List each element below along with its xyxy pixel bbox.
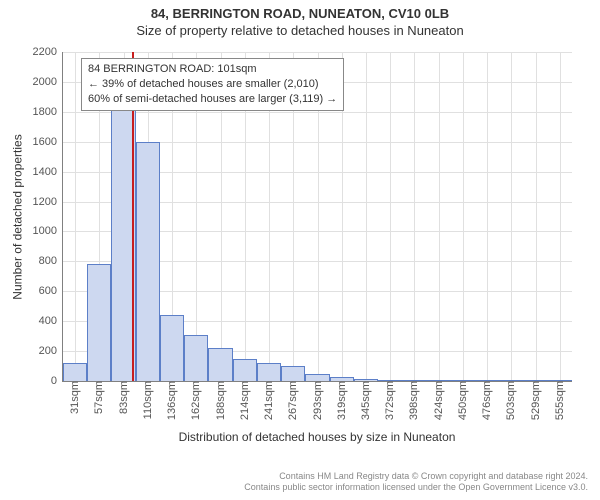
x-tick-label: 476sqm — [481, 381, 493, 420]
x-gridline — [487, 52, 488, 381]
annotation-line-3: 60% of semi-detached houses are larger (… — [88, 92, 337, 107]
x-tick-label: 214sqm — [239, 381, 251, 420]
histogram-bar — [305, 374, 329, 381]
x-tick-label: 241sqm — [263, 381, 275, 420]
histogram-bar — [330, 377, 354, 381]
x-tick-label: 162sqm — [190, 381, 202, 420]
histogram-chart: 84, BERRINGTON ROAD, NUNEATON, CV10 0LB … — [0, 0, 600, 500]
x-gridline — [414, 52, 415, 381]
x-tick-label: 372sqm — [384, 381, 396, 420]
y-tick-label: 800 — [39, 255, 57, 267]
footer-line-2: Contains public sector information licen… — [244, 482, 588, 494]
y-axis-label: Number of detached properties — [10, 52, 26, 382]
histogram-bar — [184, 335, 208, 381]
footer-line-1: Contains HM Land Registry data © Crown c… — [244, 471, 588, 483]
y-tick-label: 1600 — [33, 136, 57, 148]
x-gridline — [439, 52, 440, 381]
y-tick-label: 400 — [39, 315, 57, 327]
y-tick-label: 2000 — [33, 76, 57, 88]
x-tick-label: 450sqm — [457, 381, 469, 420]
y-tick-label: 1200 — [33, 196, 57, 208]
x-axis-label: Distribution of detached houses by size … — [62, 430, 572, 444]
attribution-footer: Contains HM Land Registry data © Crown c… — [244, 471, 588, 494]
y-tick-label: 1000 — [33, 225, 57, 237]
x-gridline — [463, 52, 464, 381]
histogram-bar — [524, 380, 548, 381]
x-gridline — [536, 52, 537, 381]
x-gridline — [75, 52, 76, 381]
histogram-bar — [378, 380, 402, 381]
x-tick-label: 293sqm — [312, 381, 324, 420]
histogram-bar — [475, 380, 499, 381]
x-tick-label: 31sqm — [69, 381, 81, 414]
x-tick-label: 188sqm — [215, 381, 227, 420]
histogram-bar — [233, 359, 257, 381]
x-gridline — [560, 52, 561, 381]
annotation-box: 84 BERRINGTON ROAD: 101sqm← 39% of detac… — [81, 58, 344, 111]
histogram-bar — [160, 315, 184, 381]
histogram-bar — [63, 363, 87, 381]
y-tick-label: 600 — [39, 285, 57, 297]
x-tick-label: 503sqm — [505, 381, 517, 420]
x-tick-label: 319sqm — [336, 381, 348, 420]
histogram-bar — [87, 264, 111, 381]
y-tick-label: 2200 — [33, 46, 57, 58]
histogram-bar — [402, 380, 426, 381]
x-tick-label: 83sqm — [118, 381, 130, 414]
histogram-bar — [208, 348, 232, 381]
x-tick-label: 110sqm — [142, 381, 154, 419]
annotation-line-2: ← 39% of detached houses are smaller (2,… — [88, 77, 337, 92]
annotation-line-1: 84 BERRINGTON ROAD: 101sqm — [88, 62, 337, 77]
histogram-bar — [354, 379, 378, 381]
histogram-bar — [499, 380, 523, 381]
x-tick-label: 345sqm — [360, 381, 372, 420]
histogram-bar — [451, 380, 475, 381]
x-tick-label: 529sqm — [530, 381, 542, 420]
y-tick-label: 0 — [51, 375, 57, 387]
x-tick-label: 57sqm — [93, 381, 105, 414]
histogram-bar — [427, 380, 451, 381]
y-tick-label: 200 — [39, 345, 57, 357]
x-gridline — [511, 52, 512, 381]
x-gridline — [390, 52, 391, 381]
plot-area: 0200400600800100012001400160018002000220… — [62, 52, 572, 382]
x-tick-label: 267sqm — [287, 381, 299, 420]
histogram-bar — [257, 363, 281, 381]
y-tick-label: 1400 — [33, 166, 57, 178]
x-tick-label: 555sqm — [554, 381, 566, 420]
y-tick-label: 1800 — [33, 106, 57, 118]
histogram-bar — [281, 366, 305, 381]
x-tick-label: 136sqm — [166, 381, 178, 420]
x-tick-label: 398sqm — [408, 381, 420, 420]
x-gridline — [366, 52, 367, 381]
chart-title: 84, BERRINGTON ROAD, NUNEATON, CV10 0LB — [0, 0, 600, 21]
histogram-bar — [136, 142, 160, 381]
chart-subtitle: Size of property relative to detached ho… — [0, 21, 600, 38]
histogram-bar — [548, 380, 572, 381]
x-tick-label: 424sqm — [433, 381, 445, 420]
